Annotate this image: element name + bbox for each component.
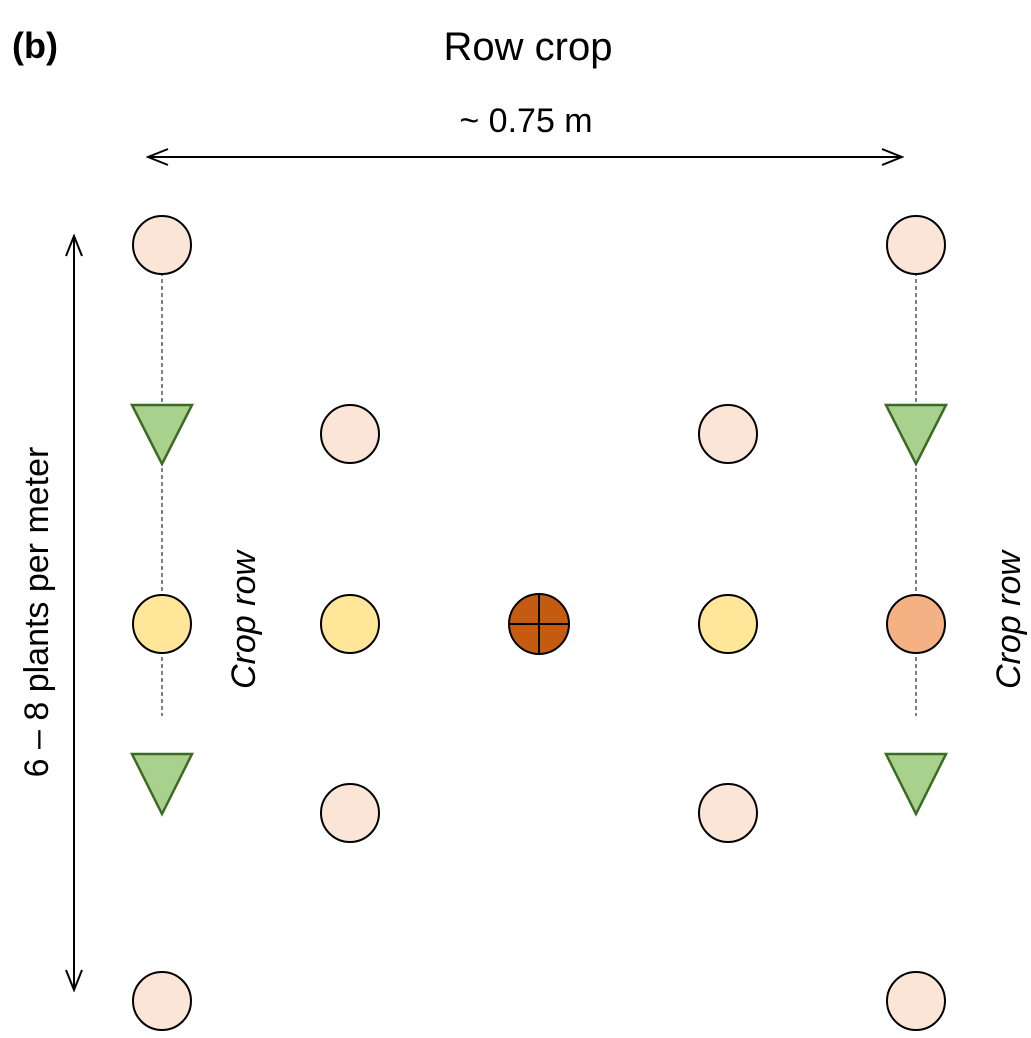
plant-pale-circle [698,783,758,843]
plant-triangle [129,752,195,817]
plant-orange-circle [886,594,946,654]
plant-pale-circle [320,404,380,464]
crop-row-label-left: Crop row [225,549,263,689]
plant-pale-circle [132,215,192,275]
plant-yellow-circle [320,594,380,654]
plant-density-label: 6 – 8 plants per meter [18,447,56,778]
plant-triangle [129,403,195,467]
plant-pale-circle [886,215,946,275]
panel-label: (b) [12,25,58,66]
plant-pale-circle [698,404,758,464]
focal-plant-marker [508,593,570,655]
crop-row-label-right: Crop row [990,549,1028,689]
diagram-title: Row crop [444,25,613,69]
plant-yellow-circle [698,594,758,654]
plant-triangle [883,403,949,467]
plant-pale-circle [132,971,192,1031]
row-spacing-label: ~ 0.75 m [459,102,592,140]
plant-triangle [883,752,949,817]
plant-pale-circle [320,783,380,843]
plant-yellow-circle [132,594,192,654]
plant-pale-circle [886,971,946,1031]
